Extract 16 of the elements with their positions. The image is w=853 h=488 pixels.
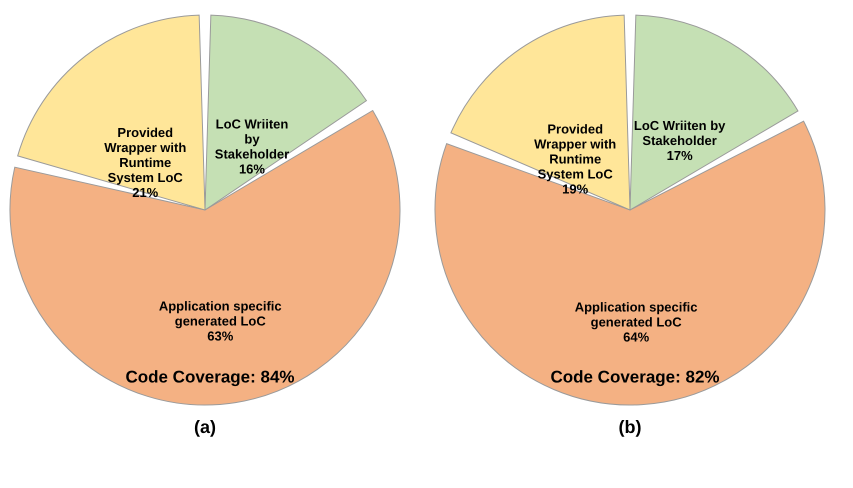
slice-label: Application specific generated LoC	[574, 299, 698, 330]
slice-label: LoC Wriiten by Stakeholder	[634, 118, 726, 148]
text: (b)	[618, 417, 642, 437]
text: Code Coverage: 84%	[125, 368, 295, 387]
data-label: 21%	[132, 184, 159, 200]
slice-label: Application specific generated LoC	[158, 298, 282, 328]
data-label: 63%	[207, 328, 234, 344]
data-label: 19%	[562, 181, 589, 196]
slice-label: Provided Wrapper with Runtime System LoC	[104, 124, 186, 185]
text: (a)	[194, 417, 216, 437]
slice-label: LoC Wriiten by Stakeholder	[214, 116, 290, 162]
data-label: 17%	[666, 148, 694, 164]
data-label: 16%	[238, 162, 266, 177]
text: Code Coverage: 82%	[550, 368, 720, 387]
slice-label: Provided Wrapper with Runtime System LoC	[534, 121, 616, 182]
data-label: 64%	[623, 329, 650, 344]
